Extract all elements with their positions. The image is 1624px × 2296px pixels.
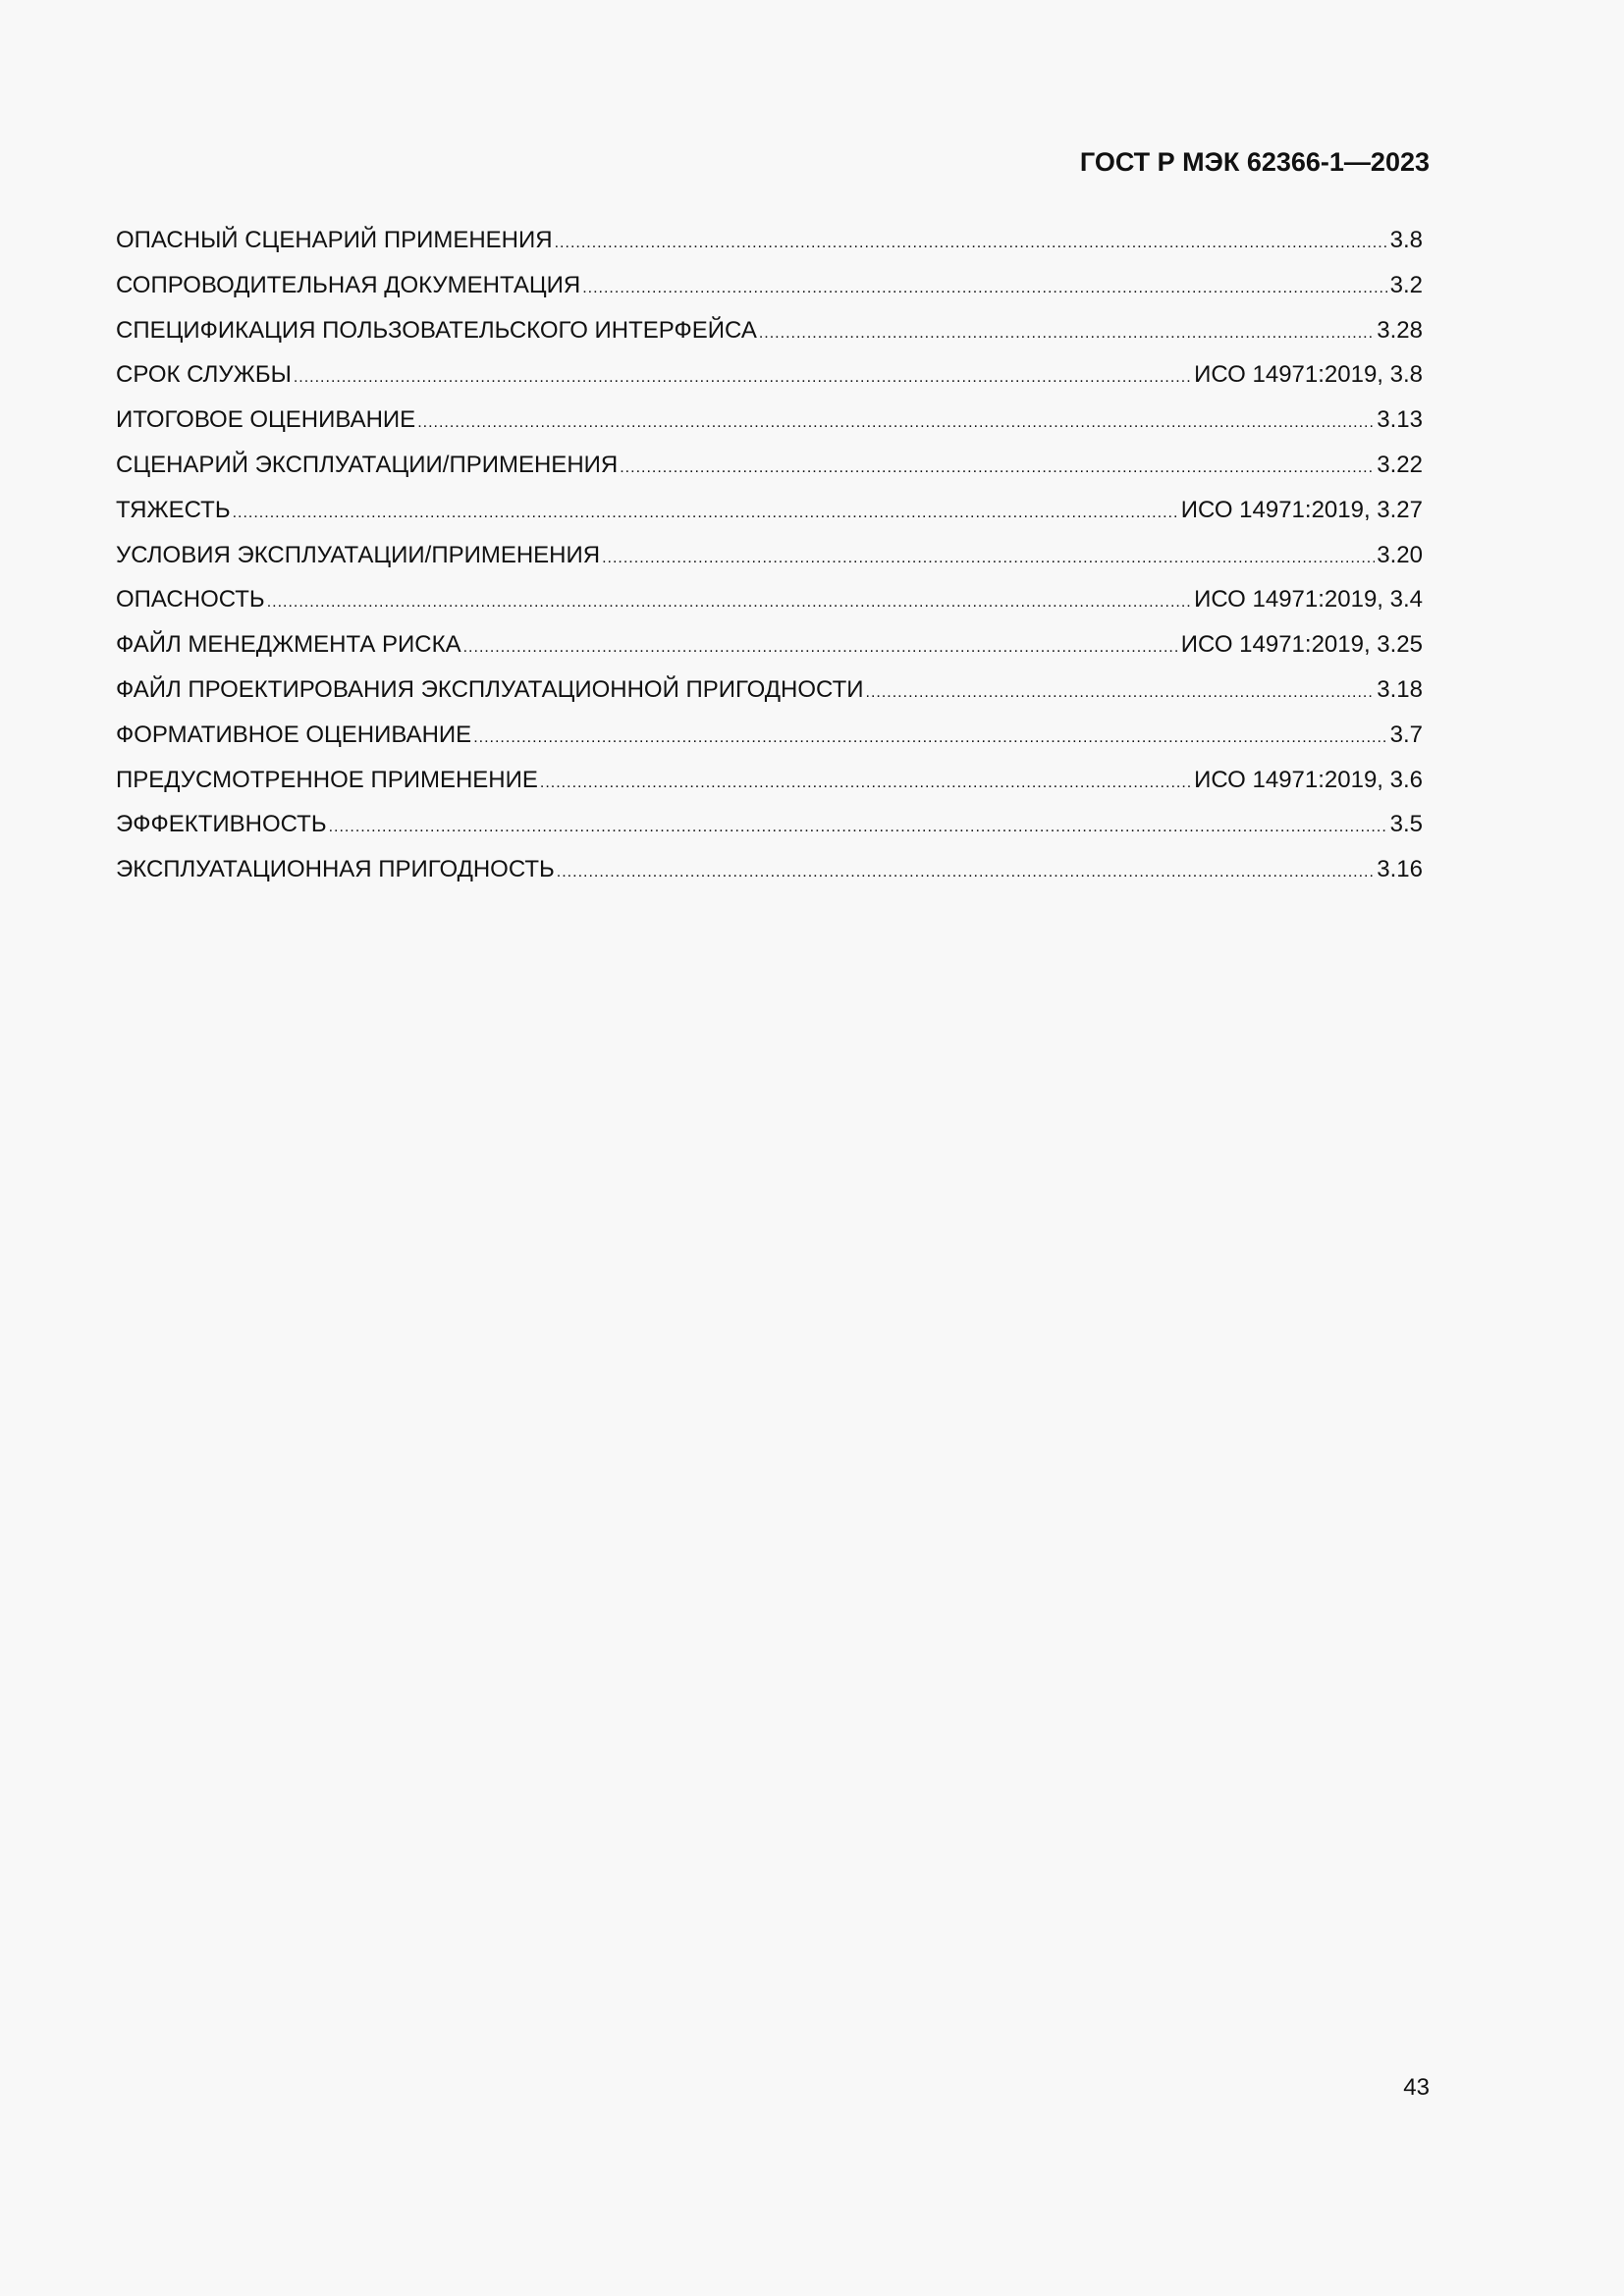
index-entry: ОПАСНОСТЬ ИСО 14971:2019, 3.4 — [116, 583, 1423, 628]
index-term: ЭФФЕКТИВНОСТЬ — [116, 811, 327, 838]
index-reference: ИСО 14971:2019, 3.8 — [1194, 361, 1423, 389]
dot-leader — [473, 721, 1387, 755]
dot-leader — [602, 542, 1375, 575]
index-reference: 3.20 — [1377, 541, 1423, 568]
index-entry: ЭКСПЛУАТАЦИОННАЯ ПРИГОДНОСТЬ 3.16 — [116, 853, 1423, 898]
index-entry: ФАЙЛ МЕНЕДЖМЕНТА РИСКА ИСО 14971:2019, 3.… — [116, 628, 1423, 673]
index-term: СОПРОВОДИТЕЛЬНАЯ ДОКУМЕНТАЦИЯ — [116, 271, 581, 298]
index-term: ФАЙЛ ПРОЕКТИРОВАНИЯ ЭКСПЛУАТАЦИОННОЙ ПРИ… — [116, 675, 864, 703]
index-entry: ИТОГОВОЕ ОЦЕНИВАНИЕ 3.13 — [116, 403, 1423, 449]
dot-leader — [582, 272, 1387, 305]
index-reference: 3.18 — [1377, 675, 1423, 703]
index-entry: СРОК СЛУЖБЫ ИСО 14971:2019, 3.8 — [116, 358, 1423, 403]
index-reference: 3.13 — [1377, 406, 1423, 434]
term-index: ОПАСНЫЙ СЦЕНАРИЙ ПРИМЕНЕНИЯ 3.8 СОПРОВОДИТ… — [116, 224, 1423, 898]
dot-leader — [417, 406, 1375, 440]
index-reference: 3.16 — [1377, 856, 1423, 883]
index-term: ОПАСНЫЙ СЦЕНАРИЙ ПРИМЕНЕНИЯ — [116, 227, 553, 253]
index-reference: 3.22 — [1377, 451, 1423, 478]
index-entry: ПРЕДУСМОТРЕННОЕ ПРИМЕНЕНИЕ ИСО 14971:2019… — [116, 764, 1423, 809]
index-entry: СПЕЦИФИКАЦИЯ ПОЛЬЗОВАТЕЛЬСКОГО ИНТЕРФЕЙС… — [116, 314, 1423, 359]
dot-leader — [540, 767, 1192, 800]
index-term: ИТОГОВОЕ ОЦЕНИВАНИЕ — [116, 406, 416, 434]
dot-leader — [233, 497, 1179, 530]
dot-leader — [557, 856, 1376, 889]
index-entry: СЦЕНАРИЙ ЭКСПЛУАТАЦИИ/ПРИМЕНЕНИЯ 3.22 — [116, 449, 1423, 494]
index-reference: 3.8 — [1389, 227, 1423, 253]
index-term: ТЯЖЕСТЬ — [116, 496, 231, 523]
page-number: 43 — [1403, 2074, 1430, 2101]
dot-leader — [866, 676, 1376, 710]
index-entry: ЭФФЕКТИВНОСТЬ 3.5 — [116, 808, 1423, 853]
index-term: СЦЕНАРИЙ ЭКСПЛУАТАЦИИ/ПРИМЕНЕНИЯ — [116, 451, 619, 478]
document-header: ГОСТ Р МЭК 62366-1—2023 — [1079, 147, 1430, 177]
index-reference: 3.28 — [1377, 316, 1423, 344]
dot-leader — [620, 452, 1375, 485]
index-reference: ИСО 14971:2019, 3.4 — [1194, 586, 1423, 614]
index-term: ПРЕДУСМОТРЕННОЕ ПРИМЕНЕНИЕ — [116, 766, 538, 793]
index-entry: ТЯЖЕСТЬ ИСО 14971:2019, 3.27 — [116, 494, 1423, 539]
index-reference: 3.7 — [1389, 721, 1423, 748]
dot-leader — [759, 317, 1375, 350]
dot-leader — [294, 361, 1192, 395]
index-term: СРОК СЛУЖБЫ — [116, 361, 292, 389]
index-entry: ФАЙЛ ПРОЕКТИРОВАНИЯ ЭКСПЛУАТАЦИОННОЙ ПРИ… — [116, 673, 1423, 719]
dot-leader — [555, 227, 1388, 260]
dot-leader — [463, 631, 1179, 665]
index-term: ЭКСПЛУАТАЦИОННАЯ ПРИГОДНОСТЬ — [116, 856, 555, 883]
dot-leader — [267, 586, 1192, 619]
index-entry: СОПРОВОДИТЕЛЬНАЯ ДОКУМЕНТАЦИЯ 3.2 — [116, 269, 1423, 314]
index-entry: ФОРМАТИВНОЕ ОЦЕНИВАНИЕ 3.7 — [116, 719, 1423, 764]
index-reference: ИСО 14971:2019, 3.25 — [1180, 631, 1423, 659]
index-reference: 3.5 — [1389, 811, 1423, 838]
index-term: УСЛОВИЯ ЭКСПЛУАТАЦИИ/ПРИМЕНЕНИЯ — [116, 541, 601, 568]
index-reference: 3.2 — [1389, 271, 1423, 298]
dot-leader — [329, 811, 1388, 844]
index-entry: ОПАСНЫЙ СЦЕНАРИЙ ПРИМЕНЕНИЯ 3.8 — [116, 224, 1423, 269]
index-reference: ИСО 14971:2019, 3.27 — [1180, 496, 1423, 523]
index-term: ФАЙЛ МЕНЕДЖМЕНТА РИСКА — [116, 631, 461, 659]
index-term: СПЕЦИФИКАЦИЯ ПОЛЬЗОВАТЕЛЬСКОГО ИНТЕРФЕЙС… — [116, 316, 757, 344]
index-reference: ИСО 14971:2019, 3.6 — [1194, 766, 1423, 793]
index-term: ОПАСНОСТЬ — [116, 586, 265, 614]
index-entry: УСЛОВИЯ ЭКСПЛУАТАЦИИ/ПРИМЕНЕНИЯ 3.20 — [116, 539, 1423, 584]
index-term: ФОРМАТИВНОЕ ОЦЕНИВАНИЕ — [116, 721, 472, 748]
